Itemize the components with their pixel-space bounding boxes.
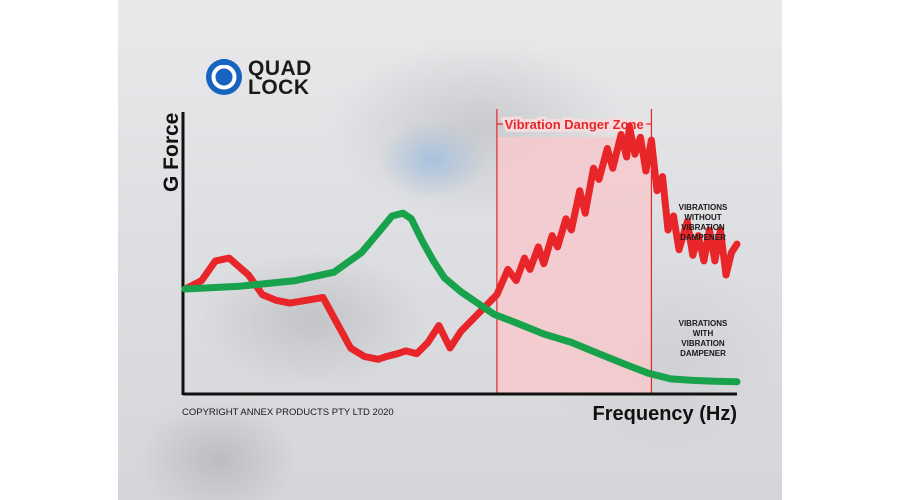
quad-lock-ring-icon (206, 59, 242, 95)
series-label-line: VIBRATION (681, 339, 725, 348)
copyright-text: COPYRIGHT ANNEX PRODUCTS PTY LTD 2020 (182, 407, 394, 418)
blurred-shape-2 (378, 120, 488, 200)
series-line-with-dampener (181, 209, 741, 386)
y-axis-label: G Force (160, 113, 183, 192)
photo-background (118, 0, 782, 500)
series-label-line: WITH (693, 329, 714, 338)
logo-text-line1: QUAD (248, 57, 312, 80)
series-label-line: WITHOUT (684, 213, 721, 222)
series-line-without-dampener (181, 122, 741, 363)
series-label-line: VIBRATION (681, 223, 725, 232)
danger-zone-label: Vibration Danger Zone (505, 117, 644, 132)
blurred-shape-4 (138, 400, 298, 500)
series-label-with-dampener: VIBRATIONS WITH VIBRATION DAMPENER (679, 319, 728, 358)
logo-text-line2: LOCK (248, 76, 310, 99)
series-label-line: VIBRATIONS (679, 319, 728, 328)
series-label-line: DAMPENER (680, 349, 726, 358)
series-label-without-dampener: VIBRATIONS WITHOUT VIBRATION DAMPENER (679, 203, 728, 242)
series-label-line: VIBRATIONS (679, 203, 728, 212)
x-axis-label: Frequency (Hz) (593, 403, 737, 425)
series-label-line: DAMPENER (680, 233, 726, 242)
